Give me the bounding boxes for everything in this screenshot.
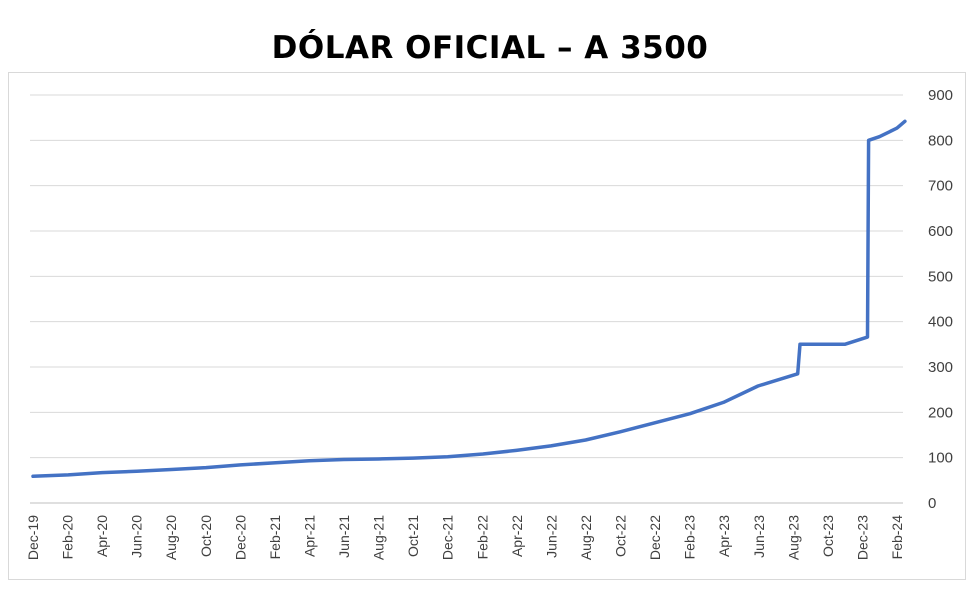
chart-title: DÓLAR OFICIAL – A 3500: [271, 30, 709, 66]
x-tick-label: Apr-22: [509, 515, 525, 557]
x-tick-label: Oct-22: [613, 515, 629, 557]
chart-area: [8, 72, 966, 580]
x-tick-label: Feb-20: [60, 515, 76, 560]
x-tick-label: Dec-22: [647, 515, 663, 560]
x-tick-label: Apr-23: [716, 515, 732, 557]
x-tick-label: Apr-20: [94, 515, 110, 557]
x-tick-label: Jun-21: [336, 515, 352, 558]
y-tick-label: 800: [928, 132, 953, 149]
x-tick-label: Oct-23: [820, 515, 836, 557]
x-tick-label: Feb-24: [889, 515, 905, 560]
y-tick-label: 100: [928, 450, 953, 467]
y-tick-label: 200: [928, 404, 953, 421]
x-tick-label: Feb-21: [267, 515, 283, 560]
series-line: [31, 119, 907, 479]
x-tick-label: Dec-19: [25, 515, 41, 560]
x-tick-label: Jun-20: [129, 515, 145, 558]
y-tick-label: 500: [928, 268, 953, 285]
y-tick-label: 600: [928, 223, 953, 240]
y-tick-label: 0: [928, 495, 936, 512]
x-tick-label: Feb-22: [474, 515, 490, 560]
x-tick-label: Jun-23: [751, 515, 767, 558]
x-tick-label: Aug-22: [578, 515, 594, 560]
x-tick-label: Jun-22: [543, 515, 559, 558]
x-tick-label: Aug-23: [785, 515, 801, 560]
x-tick-label: Feb-23: [682, 515, 698, 560]
x-tick-label: Oct-20: [198, 515, 214, 557]
x-tick-label: Oct-21: [405, 515, 421, 557]
x-tick-label: Dec-20: [232, 515, 248, 560]
x-tick-label: Aug-20: [163, 515, 179, 560]
y-tick-label: 400: [928, 314, 953, 331]
x-tick-label: Dec-23: [854, 515, 870, 560]
y-tick-label: 700: [928, 178, 953, 195]
x-tick-label: Apr-21: [301, 515, 317, 557]
y-tick-label: 900: [928, 87, 953, 104]
x-tick-label: Aug-21: [371, 515, 387, 560]
y-tick-label: 300: [928, 359, 953, 376]
x-tick-label: Dec-21: [440, 515, 456, 560]
